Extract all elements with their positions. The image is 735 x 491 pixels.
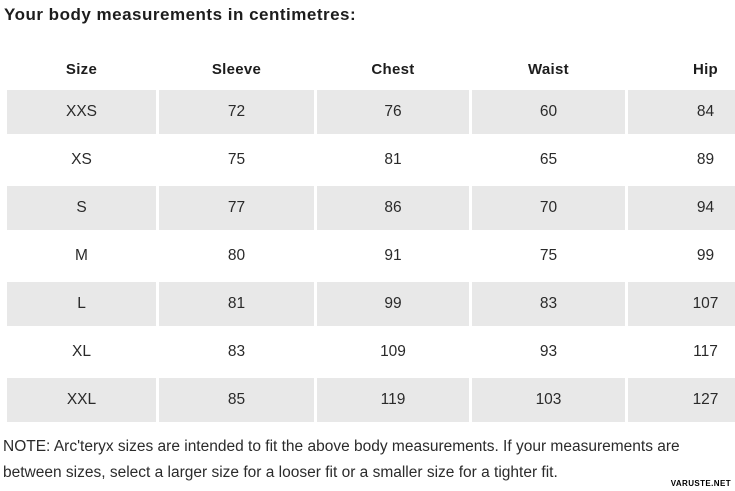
size-cell: S: [7, 184, 156, 232]
value-cell: 76: [317, 88, 469, 136]
size-cell: M: [75, 247, 88, 264]
value-cell: 109: [380, 343, 406, 360]
size-cell: XL: [72, 343, 91, 360]
value-cell: 75: [539, 247, 558, 264]
value-cell: 81: [384, 151, 402, 168]
value-cell: 65: [539, 151, 558, 168]
value-cell: 70: [472, 184, 625, 232]
value-cell: 117: [693, 343, 718, 360]
header-size: Size: [65, 60, 98, 78]
value-cell: 72: [159, 88, 314, 136]
value-cell: 91: [384, 247, 402, 264]
page-title: Your body measurements in centimetres:: [4, 5, 357, 24]
value-cell: 127: [628, 376, 735, 424]
size-note: NOTE: Arc'teryx sizes are intended to fi…: [3, 434, 733, 486]
size-note-line2: between sizes, select a larger size for …: [3, 464, 558, 481]
value-cell: 77: [159, 184, 314, 232]
header-sleeve: Sleeve: [211, 60, 262, 78]
value-cell: 103: [472, 376, 625, 424]
value-cell: 60: [472, 88, 625, 136]
value-cell: 119: [317, 376, 469, 424]
value-cell: 107: [628, 280, 735, 328]
value-cell: 81: [159, 280, 314, 328]
size-table: Size Sleeve Chest Waist Hip XXS 72 76 60…: [7, 50, 735, 424]
header-hip: Hip: [692, 60, 719, 78]
watermark-varuste-net: VARUSTE.NET: [670, 479, 731, 488]
value-cell: 86: [317, 184, 469, 232]
size-cell: XXL: [7, 376, 156, 424]
value-cell: 94: [628, 184, 735, 232]
value-cell: 93: [539, 343, 558, 360]
value-cell: 83: [472, 280, 625, 328]
value-cell: 80: [227, 247, 246, 264]
value-cell: 99: [696, 247, 715, 264]
value-cell: 75: [227, 151, 246, 168]
size-note-line1: NOTE: Arc'teryx sizes are intended to fi…: [3, 438, 680, 455]
value-cell: 89: [696, 151, 715, 168]
value-cell: 83: [227, 343, 246, 360]
value-cell: 84: [628, 88, 735, 136]
value-cell: 99: [317, 280, 469, 328]
value-cell: 85: [159, 376, 314, 424]
header-waist: Waist: [528, 60, 569, 78]
header-chest: Chest: [371, 60, 415, 78]
size-table-grid: Size Sleeve Chest Waist Hip XXS 72 76 60…: [7, 50, 735, 424]
size-cell: XS: [71, 151, 92, 168]
size-cell: XXS: [7, 88, 156, 136]
size-cell: L: [7, 280, 156, 328]
